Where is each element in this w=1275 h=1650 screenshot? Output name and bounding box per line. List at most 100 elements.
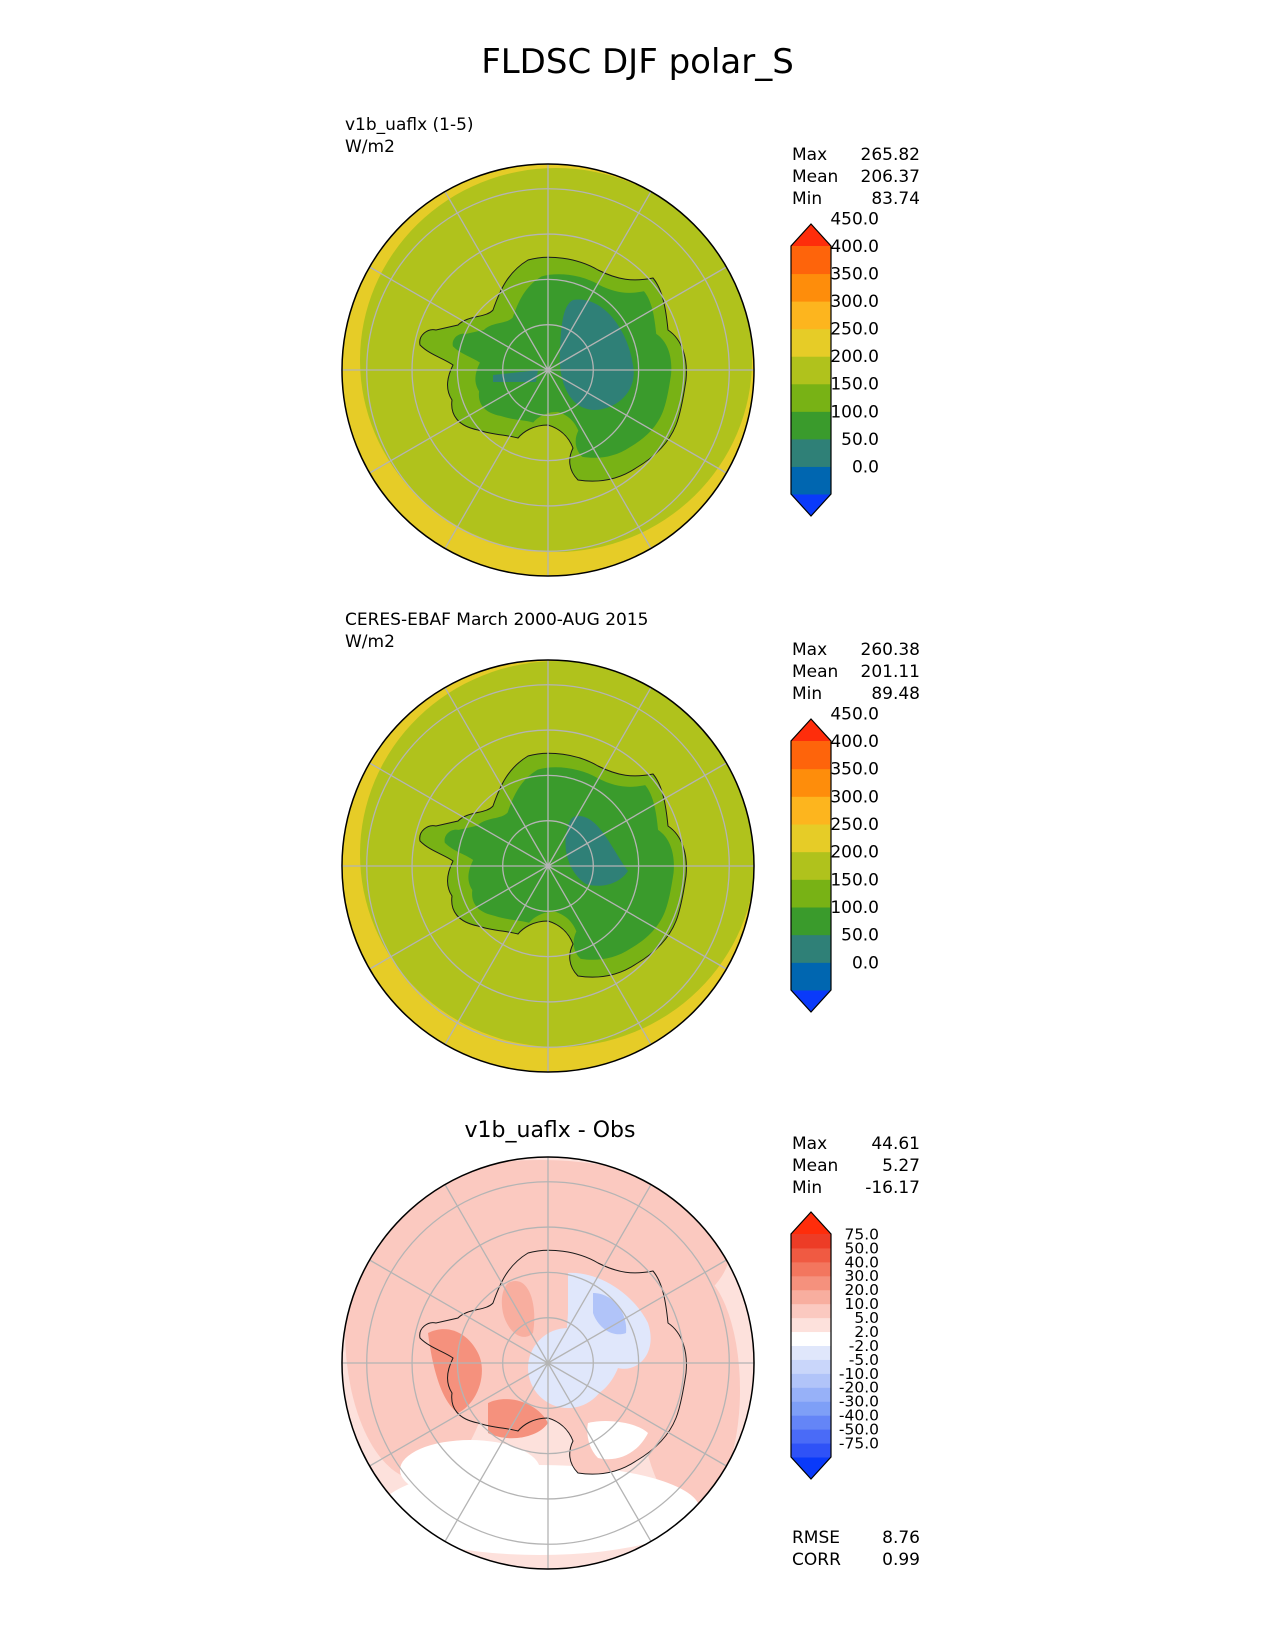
panel2-map xyxy=(341,659,755,1073)
colorbar-bin xyxy=(791,246,831,275)
meridian-line xyxy=(444,1184,549,1364)
colorbar-outline xyxy=(790,223,832,517)
panel2-case-name: CERES-EBAF March 2000-AUG 2015 xyxy=(345,610,649,630)
colorbar-bin xyxy=(791,768,831,797)
meridian-line xyxy=(444,687,549,867)
meridian-line xyxy=(547,687,652,867)
panel2-stats: Max 260.38 Mean 201.11 Min 89.48 xyxy=(792,639,920,705)
meridian-line xyxy=(547,1362,652,1542)
colorbar-bin xyxy=(791,438,831,467)
colorbar-bin xyxy=(791,1401,831,1416)
colorbar-bin xyxy=(791,1429,831,1444)
panel3-mean-label: Mean xyxy=(792,1156,839,1176)
colorbar-tick-label: 150.0 xyxy=(830,375,879,395)
panel3-colorbar: -75.0-50.0-40.0-30.0-20.0-10.0-5.0-2.02.… xyxy=(790,1211,879,1480)
colorbar-tick-label: -10.0 xyxy=(839,1365,879,1383)
colorbar-bin xyxy=(791,301,831,330)
meridian-line xyxy=(444,369,549,549)
panel2-min-label: Min xyxy=(792,684,823,704)
colorbar-tick-label: 350.0 xyxy=(830,265,879,285)
colorbar-bin xyxy=(791,1345,831,1360)
panel2-dome-field xyxy=(565,815,628,886)
colorbar-tick-label: 30.0 xyxy=(844,1267,879,1285)
colorbar-extend-min xyxy=(791,494,831,516)
meridian-line xyxy=(547,1362,727,1467)
colorbar-tick-label: 40.0 xyxy=(844,1253,879,1271)
panel2-mean: 201.11 xyxy=(860,662,920,682)
colorbar-extend-min xyxy=(791,1457,831,1479)
colorbar-extend-max xyxy=(791,224,831,246)
panel1-map-border xyxy=(341,163,755,577)
meridian-line xyxy=(547,1259,727,1364)
colorbar-tick-label: 400.0 xyxy=(830,732,879,752)
panel1-mean: 206.37 xyxy=(860,167,920,187)
meridian-line xyxy=(369,1362,549,1467)
panel3-min: -16.17 xyxy=(865,1178,920,1198)
colorbar-tick-label: -40.0 xyxy=(839,1407,879,1425)
panel1-gridlines xyxy=(342,164,754,576)
panel3-metrics: RMSE 8.76 CORR 0.99 xyxy=(792,1527,920,1571)
panel2-mean-label: Mean xyxy=(792,662,839,682)
colorbar-bin xyxy=(791,466,831,495)
panel1-max-label: Max xyxy=(792,145,828,165)
panel1-case-name: v1b_uaflx (1-5) xyxy=(345,115,474,135)
panel1-mean-label: Mean xyxy=(792,167,839,187)
colorbar-tick-label: -5.0 xyxy=(849,1351,879,1369)
panel1-min-label: Min xyxy=(792,189,823,209)
colorbar-bin xyxy=(791,851,831,880)
panel1-max: 265.82 xyxy=(860,145,920,165)
panel1-dome-field xyxy=(559,299,634,410)
panel3-gridlines xyxy=(342,1157,754,1569)
panel1-map xyxy=(341,163,755,577)
meridian-line xyxy=(547,266,727,371)
colorbar-bin xyxy=(791,1359,831,1374)
colorbar-tick-label: 150.0 xyxy=(830,870,879,890)
colorbar-tick-label: 75.0 xyxy=(844,1225,879,1243)
meridian-line xyxy=(369,369,549,474)
colorbar-bin xyxy=(791,1331,831,1346)
colorbar-bin xyxy=(791,1415,831,1430)
colorbar-tick-label: 450.0 xyxy=(830,209,879,229)
panel3-negative-core xyxy=(593,1293,627,1335)
colorbar-tick-label: 250.0 xyxy=(830,320,879,340)
colorbar-bin xyxy=(791,1317,831,1333)
panel2-colorbar: 0.0 50.0 100.0 150.0 200.0 250.0 300.0 350.0 400… xyxy=(790,704,879,1013)
colorbar-tick-label: 0.0 xyxy=(852,457,879,477)
colorbar-tick-label: 50.0 xyxy=(841,926,879,946)
meridian-line xyxy=(444,191,549,371)
meridian-line xyxy=(547,191,652,371)
colorbar-bin xyxy=(791,962,831,991)
colorbar-extend-max xyxy=(791,719,831,741)
panel3-mean: 5.27 xyxy=(882,1156,920,1176)
colorbar-tick-label: 300.0 xyxy=(830,787,879,807)
colorbar-bin xyxy=(791,1289,831,1305)
colorbar-outline xyxy=(790,718,832,1013)
meridian-line xyxy=(547,1184,652,1364)
colorbar-bin xyxy=(791,824,831,853)
colorbar-bin xyxy=(791,1443,831,1458)
panel3-map xyxy=(341,1156,755,1570)
panel1-dome-west xyxy=(493,370,538,382)
colorbar-tick-label: 100.0 xyxy=(830,402,879,422)
corr-value: 0.99 xyxy=(882,1550,920,1570)
rmse-label: RMSE xyxy=(792,1528,841,1548)
colorbar-tick-label: 300.0 xyxy=(830,292,879,312)
panel3-max-label: Max xyxy=(792,1134,828,1154)
meridian-line xyxy=(547,865,727,970)
colorbar-bin xyxy=(791,796,831,825)
meridian-line xyxy=(369,1259,549,1364)
panel1-units: W/m2 xyxy=(345,137,395,157)
colorbar-tick-label: 400.0 xyxy=(830,237,879,257)
colorbar-tick-label: -75.0 xyxy=(839,1434,879,1452)
colorbar-bin xyxy=(791,1387,831,1402)
colorbar-bin xyxy=(791,1261,831,1277)
panel1-stats: Max 265.82 Mean 206.37 Min 83.74 xyxy=(792,144,920,210)
meridian-line xyxy=(369,266,549,371)
colorbar-bin xyxy=(791,1275,831,1291)
colorbar-tick-label: 200.0 xyxy=(830,347,879,367)
colorbar-bin xyxy=(791,934,831,963)
colorbar-bin xyxy=(791,907,831,936)
panel3-map-border xyxy=(341,1156,755,1570)
colorbar-tick-label: 250.0 xyxy=(830,815,879,835)
